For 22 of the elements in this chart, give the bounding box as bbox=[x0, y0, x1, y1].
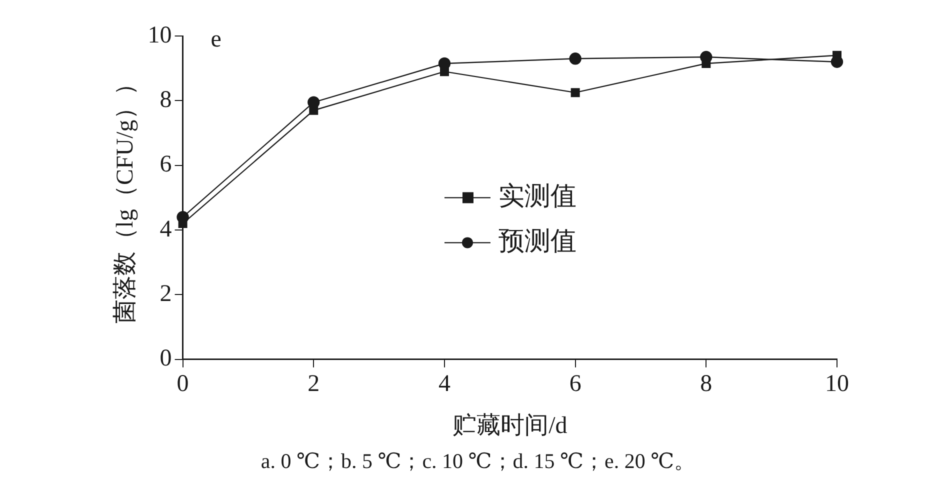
y-tick-label: 6 bbox=[160, 152, 172, 178]
x-tick-label: 0 bbox=[176, 371, 189, 398]
y-tick-label: 2 bbox=[160, 281, 172, 308]
x-tick-label: 8 bbox=[700, 371, 712, 398]
y-tick-label: 10 bbox=[148, 22, 172, 48]
x-tick-label: 6 bbox=[569, 371, 582, 398]
x-tick-label: 2 bbox=[308, 371, 320, 398]
legend-label: 预测值 bbox=[498, 226, 576, 256]
point bbox=[569, 52, 582, 65]
annotation: e bbox=[210, 26, 222, 52]
x-tick-label: 4 bbox=[438, 371, 450, 398]
x-axis-title: 贮藏时间/d bbox=[452, 412, 568, 439]
point bbox=[570, 88, 580, 98]
point bbox=[440, 67, 449, 76]
y-tick-label: 0 bbox=[160, 346, 172, 372]
x-tick-label: 10 bbox=[825, 371, 849, 398]
text: a. 0 ℃；b. 5 ℃；c. 10 ℃；d. 15 ℃；e. 20 ℃。 bbox=[260, 449, 696, 474]
legend-label: 实测值 bbox=[498, 182, 576, 211]
point bbox=[309, 106, 318, 115]
y-axis-title: 菌落数（lg（CFU/g）） bbox=[112, 72, 139, 324]
y-tick-label: 4 bbox=[160, 216, 172, 242]
y-tick-label: 8 bbox=[160, 86, 172, 113]
